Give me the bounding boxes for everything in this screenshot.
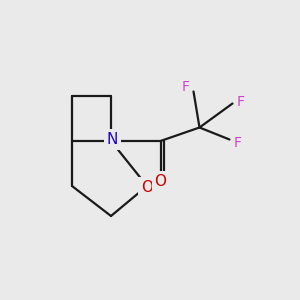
Text: N: N (107, 132, 118, 147)
Text: F: F (182, 80, 189, 94)
Text: F: F (234, 136, 242, 150)
Text: O: O (154, 174, 166, 189)
Text: O: O (141, 180, 153, 195)
Text: F: F (237, 95, 245, 109)
